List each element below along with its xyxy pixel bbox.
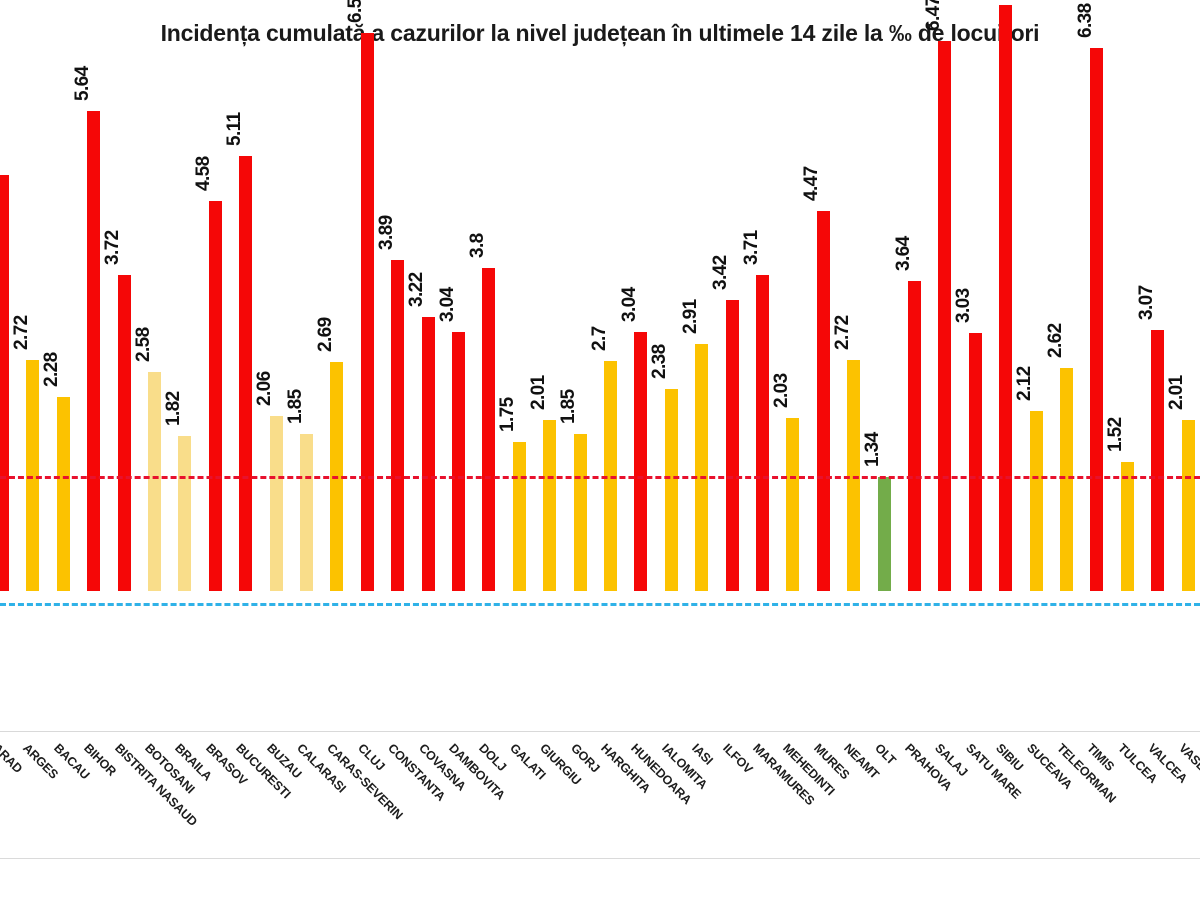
bar[interactable] [634, 332, 648, 591]
bar[interactable] [452, 332, 465, 591]
bar[interactable] [786, 418, 800, 591]
category-label: IASI [689, 741, 716, 768]
bar[interactable] [1181, 420, 1195, 591]
bar[interactable] [816, 210, 830, 591]
chart-title: Incidența cumulată a cazurilor la nivel … [160, 20, 1040, 46]
category-label: ARAD [0, 741, 25, 776]
bar-value-label: 5.11 [223, 112, 245, 147]
bar-value-label: 3.64 [892, 236, 914, 272]
reference-line-red [0, 475, 1200, 479]
bar[interactable] [847, 359, 861, 591]
bar-value-label: 3.89 [375, 215, 397, 251]
bar[interactable] [178, 436, 192, 591]
bar[interactable] [512, 442, 526, 591]
bar-value-label: 2.06 [254, 371, 276, 406]
bar-value-label: 3.71 [740, 230, 762, 266]
bar-value-label: 4.58 [193, 156, 215, 192]
bar[interactable] [26, 359, 40, 591]
bar[interactable] [725, 300, 739, 591]
bar-value-label: 6.38 [1074, 3, 1096, 39]
bar[interactable] [938, 40, 952, 591]
bar-value-label: 6.47 [922, 0, 944, 31]
bar-value-label: 3.8 [466, 233, 488, 258]
category-axis-labels: ARAD ARGES BACAU BIHOR BISTRITA NASAUD BOTOSA… [0, 735, 1200, 860]
reference-line-blue [0, 603, 1200, 607]
bar-value-label: 2.01 [527, 375, 549, 411]
category-label: OLT [871, 741, 899, 768]
bar-value-label: 6.56 [345, 0, 367, 24]
bar[interactable] [269, 415, 283, 591]
bar-value-label: 3.04 [436, 287, 458, 323]
bar[interactable] [482, 267, 496, 591]
bar[interactable] [968, 333, 982, 591]
bar-value-label: 1.85 [284, 389, 306, 424]
axis-baseline [0, 731, 1200, 732]
bar[interactable] [573, 433, 587, 591]
bar[interactable] [1060, 368, 1073, 591]
bar-value-label: 2.72 [10, 315, 32, 350]
bar[interactable] [0, 175, 9, 591]
bar-value-label: 1.85 [558, 389, 580, 424]
bar[interactable] [208, 201, 222, 591]
bar-value-label: 3.03 [953, 288, 975, 324]
bar[interactable] [391, 260, 405, 591]
bar-value-label: 3.72 [102, 230, 124, 265]
bar[interactable] [695, 343, 709, 591]
bar-value-label: 3.42 [710, 255, 732, 291]
bar-value-label: 2.58 [132, 326, 154, 362]
bar-value-label: 2.38 [649, 344, 671, 379]
bar-value-label: 1.75 [497, 397, 519, 433]
bar[interactable] [239, 156, 253, 591]
bar[interactable] [87, 111, 101, 591]
bar[interactable] [1029, 410, 1043, 591]
bar-value-label: 2.62 [1044, 323, 1066, 359]
bar[interactable] [117, 274, 131, 591]
bar-value-label: 2.28 [41, 352, 63, 388]
bar[interactable] [908, 281, 921, 591]
bar-value-label: 2.72 [831, 315, 853, 350]
bar-value-label: 1.82 [162, 391, 184, 427]
bar[interactable] [360, 33, 374, 591]
bar-value-label: 4.89 [0, 131, 3, 166]
bar-value-label: 3.22 [406, 272, 428, 308]
bar-value-label: 2.7 [588, 326, 610, 352]
bar-value-label: 3.04 [618, 287, 640, 323]
category-label: ILFOV [719, 741, 755, 777]
bar-value-label: 2.12 [1014, 366, 1036, 401]
bar-value-label: 2.03 [770, 373, 792, 409]
bar-value-label: 2.69 [314, 317, 336, 353]
bar-value-label: 4.47 [801, 166, 823, 201]
bar-value-label: 2.91 [679, 298, 701, 334]
bar[interactable] [1090, 48, 1104, 591]
bar[interactable] [664, 388, 678, 591]
bar[interactable] [877, 477, 891, 591]
bar[interactable] [999, 5, 1013, 591]
bar[interactable] [543, 420, 557, 591]
bar-value-label: 1.52 [1105, 417, 1127, 452]
bar-value-label: 1.34 [862, 432, 884, 468]
bar-value-label: 2.01 [1166, 375, 1188, 411]
bar[interactable] [421, 317, 435, 591]
bottom-divider [0, 858, 1200, 859]
plot-area: 4.89 2.72 2.28 5.64 3.72 2.58 1.82 4.58 5.11 2.06… [0, 0, 1200, 732]
bar[interactable] [1120, 461, 1134, 591]
bar[interactable] [756, 275, 769, 591]
bar[interactable] [148, 371, 161, 591]
bar-value-label: 5.64 [71, 66, 93, 102]
bar[interactable] [1151, 329, 1165, 591]
bar[interactable] [300, 433, 313, 591]
bar[interactable] [56, 397, 70, 591]
bar-value-label: 3.07 [1135, 285, 1157, 320]
